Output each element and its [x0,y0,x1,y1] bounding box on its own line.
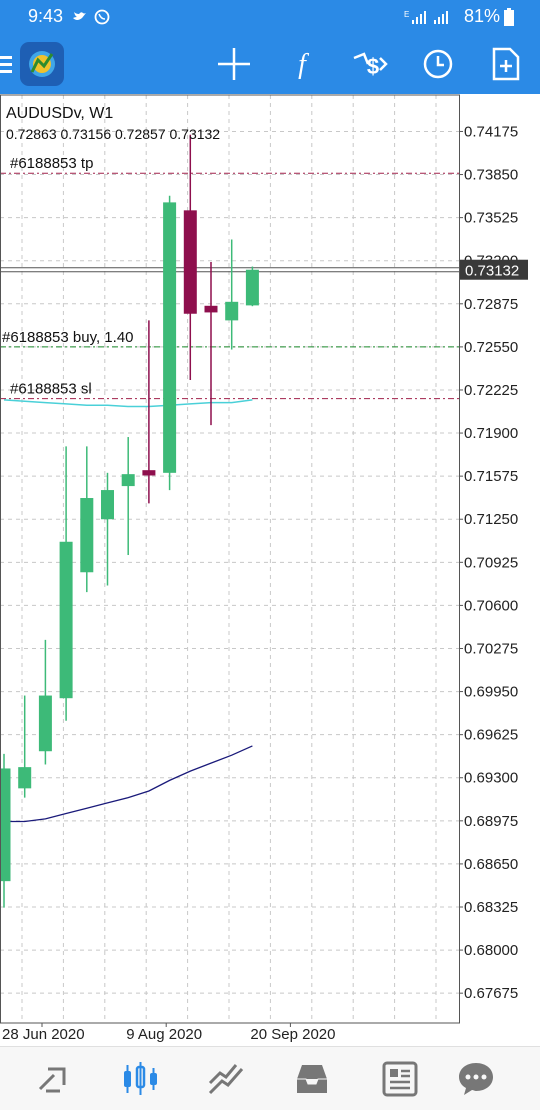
stop-loss-line-label: #6188853 sl [10,381,92,398]
price-tick-label: 0.67675 [464,985,518,1002]
current-price-label: 0.73132 [465,263,519,280]
chart-icon[interactable] [120,1059,160,1099]
price-tick-label: 0.69625 [464,727,518,744]
price-tick-label: 0.68000 [464,942,518,959]
price-tick-label: 0.72225 [464,382,518,399]
ohlc-label: 0.72863 0.73156 0.72857 0.73132 [6,126,220,142]
price-tick-label: 0.69950 [464,684,518,701]
price-tick-label: 0.73850 [464,167,518,184]
notification-icons [73,9,110,25]
bull-candle-body [225,301,239,321]
price-tick-label: 0.70275 [464,640,518,657]
ma-slow-line [4,745,253,823]
candles [0,134,259,908]
time-tick-label: 9 Aug 2020 [126,1026,202,1043]
price-tick-label: 0.74175 [464,123,518,140]
symbol-label: AUDUSDv, W1 [6,105,113,122]
price-tick-label: 0.73525 [464,210,518,227]
ma-fast-line [3,399,253,408]
price-tick-label: 0.70925 [464,554,518,571]
battery-icon [504,7,514,26]
new-order-icon[interactable] [486,44,526,84]
bull-candle-body [0,768,11,882]
price-tick-label: 0.72875 [464,296,518,313]
toolbar: f $ [0,34,540,94]
svg-text:f: f [298,49,309,80]
svg-text:E: E [404,10,409,19]
price-tick-label: 0.72550 [464,339,518,356]
price-tick-label: 0.69300 [464,770,518,787]
crosshair-icon[interactable] [214,44,254,84]
bottom-nav [0,1046,540,1110]
svg-text:$: $ [367,54,379,79]
price-tick-label: 0.70600 [464,597,518,614]
app-logo-icon[interactable] [20,42,64,86]
chat-icon[interactable] [456,1059,496,1099]
bear-candle-body [204,305,218,313]
price-tick-label: 0.71250 [464,511,518,528]
take-profit-line-label: #6188853 tp [10,155,93,172]
bull-candle-body [101,490,114,520]
current-price-tag [460,259,528,280]
history-icon[interactable] [292,1059,332,1099]
price-tick-label: 0.71900 [464,425,518,442]
price-tick-label: 0.68325 [464,899,518,916]
battery-percent: 81% [463,6,500,26]
function-icon[interactable]: f [282,44,322,84]
price-tick-label: 0.68650 [464,856,518,873]
bear-candle-body [142,470,156,476]
news-icon[interactable] [380,1059,420,1099]
status-bar: 9:43 E 81% [0,0,540,34]
trade-icon[interactable] [206,1059,246,1099]
price-axis: 0.741750.738500.735250.732000.728750.725… [2,123,528,1043]
bull-candle-body [245,269,259,306]
chart-area[interactable]: #6188853 tp #6188853 buy, 1.40 #6188853 sl… [0,94,540,1046]
objects-icon[interactable]: $ [350,44,390,84]
bull-candle-body [38,695,52,752]
signal-icon: E [404,10,448,24]
order-levels: #6188853 tp #6188853 buy, 1.40 #6188853 sl [0,155,459,400]
status-indicators: E 81% [404,6,514,27]
timeframe-clock-icon[interactable] [418,44,458,84]
quotes-icon[interactable] [34,1059,74,1099]
menu-icon[interactable] [0,44,40,84]
bull-candle-body [163,202,177,473]
time-tick-label: 20 Sep 2020 [250,1026,335,1043]
price-tick-label: 0.68975 [464,813,518,830]
bull-candle-body [18,767,32,789]
price-tick-label: 0.71575 [464,468,518,485]
bull-candle-body [121,474,135,487]
bull-candle-body [59,541,73,699]
bear-candle-body [183,210,197,314]
time-tick-label: 28 Jun 2020 [2,1026,85,1043]
candlestick-chart[interactable]: #6188853 tp #6188853 buy, 1.40 #6188853 sl… [0,94,540,1046]
bull-candle-body [80,498,94,573]
status-time: 9:43 [28,6,64,26]
plot-frame [0,94,460,1024]
buy-entry-line-label: #6188853 buy, 1.40 [2,329,134,346]
